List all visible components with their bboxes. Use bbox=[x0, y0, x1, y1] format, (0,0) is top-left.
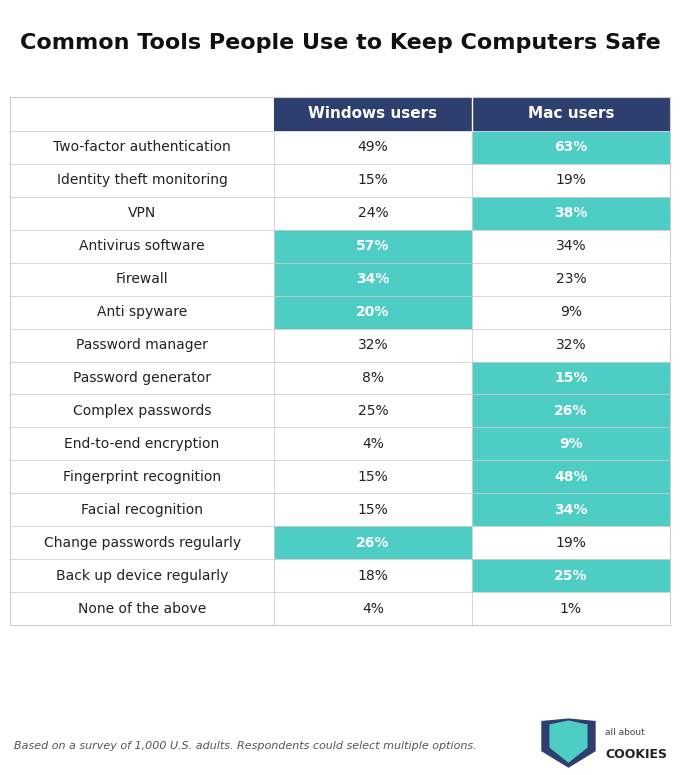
Text: None of the above: None of the above bbox=[78, 601, 206, 615]
Polygon shape bbox=[541, 718, 596, 768]
Text: COOKIES: COOKIES bbox=[605, 748, 667, 761]
Text: 49%: 49% bbox=[358, 140, 388, 154]
Text: Facial recognition: Facial recognition bbox=[81, 503, 203, 517]
Text: Anti spyware: Anti spyware bbox=[97, 305, 187, 319]
Text: 34%: 34% bbox=[356, 272, 390, 286]
Text: 25%: 25% bbox=[554, 569, 588, 583]
Text: Fingerprint recognition: Fingerprint recognition bbox=[63, 470, 221, 484]
Text: End-to-end encryption: End-to-end encryption bbox=[65, 437, 220, 451]
Text: Change passwords regularly: Change passwords regularly bbox=[44, 536, 241, 549]
Text: 15%: 15% bbox=[358, 174, 388, 188]
Text: Back up device regularly: Back up device regularly bbox=[56, 569, 228, 583]
Text: Windows users: Windows users bbox=[309, 106, 437, 122]
Text: 26%: 26% bbox=[554, 404, 588, 418]
Text: all about: all about bbox=[605, 728, 645, 737]
Polygon shape bbox=[549, 721, 588, 763]
Text: 20%: 20% bbox=[356, 305, 390, 319]
Text: 26%: 26% bbox=[356, 536, 390, 549]
Text: Common Tools People Use to Keep Computers Safe: Common Tools People Use to Keep Computer… bbox=[20, 33, 660, 53]
Text: 15%: 15% bbox=[358, 503, 388, 517]
Text: 8%: 8% bbox=[362, 371, 384, 385]
Text: 9%: 9% bbox=[560, 305, 582, 319]
Text: 57%: 57% bbox=[356, 239, 390, 253]
Text: 9%: 9% bbox=[559, 437, 583, 451]
Text: 18%: 18% bbox=[358, 569, 388, 583]
Text: Password generator: Password generator bbox=[73, 371, 211, 385]
Text: 19%: 19% bbox=[556, 536, 586, 549]
Text: Based on a survey of 1,000 U.S. adults. Respondents could select multiple option: Based on a survey of 1,000 U.S. adults. … bbox=[14, 741, 476, 750]
Text: 15%: 15% bbox=[554, 371, 588, 385]
Text: 34%: 34% bbox=[556, 239, 586, 253]
Text: 4%: 4% bbox=[362, 437, 384, 451]
Text: 19%: 19% bbox=[556, 174, 586, 188]
Text: 25%: 25% bbox=[358, 404, 388, 418]
Text: Identity theft monitoring: Identity theft monitoring bbox=[56, 174, 228, 188]
Text: 23%: 23% bbox=[556, 272, 586, 286]
Text: 1%: 1% bbox=[560, 601, 582, 615]
Text: Firewall: Firewall bbox=[116, 272, 169, 286]
Text: Two-factor authentication: Two-factor authentication bbox=[53, 140, 231, 154]
Text: 32%: 32% bbox=[556, 338, 586, 352]
Text: Password manager: Password manager bbox=[76, 338, 208, 352]
Text: 24%: 24% bbox=[358, 206, 388, 220]
Text: 4%: 4% bbox=[362, 601, 384, 615]
Text: 32%: 32% bbox=[358, 338, 388, 352]
Text: 48%: 48% bbox=[554, 470, 588, 484]
Text: Complex passwords: Complex passwords bbox=[73, 404, 211, 418]
Text: 63%: 63% bbox=[554, 140, 588, 154]
Text: Antivirus software: Antivirus software bbox=[80, 239, 205, 253]
Text: 38%: 38% bbox=[554, 206, 588, 220]
Text: Mac users: Mac users bbox=[528, 106, 614, 122]
Text: 34%: 34% bbox=[554, 503, 588, 517]
Text: 15%: 15% bbox=[358, 470, 388, 484]
Text: VPN: VPN bbox=[128, 206, 156, 220]
